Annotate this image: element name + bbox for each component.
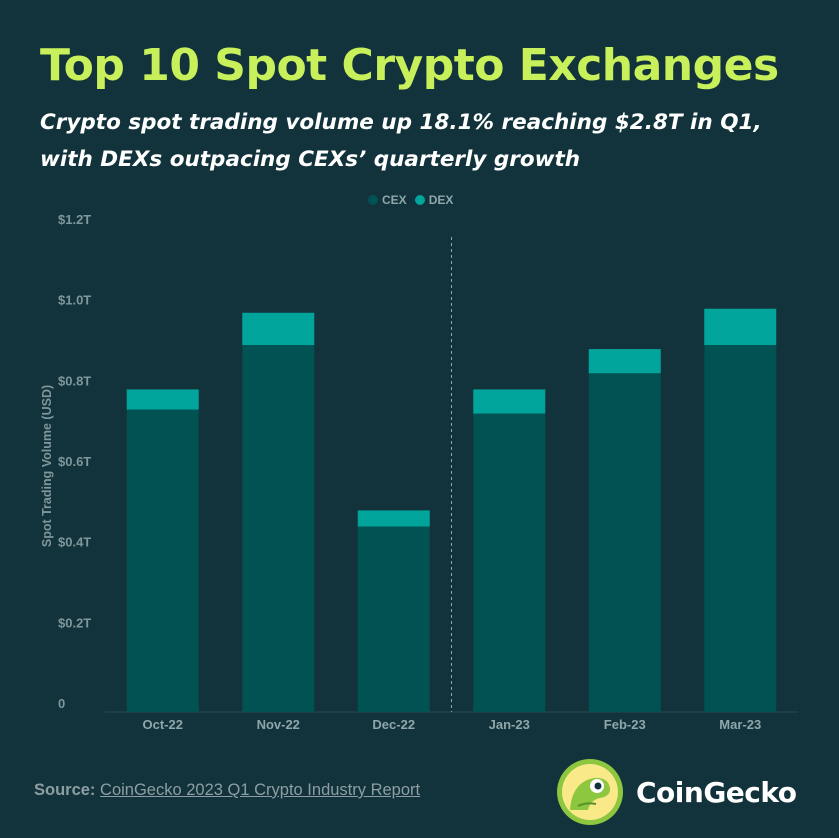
bar-cex [126, 409, 199, 712]
y-tick-label: $1.2T [58, 212, 91, 227]
bar-dex [242, 312, 315, 346]
legend-item-dex: DEX [414, 193, 454, 207]
bar-dex [588, 349, 661, 374]
bar-dex [357, 510, 430, 527]
chart-title: Top 10 Spot Crypto Exchanges [40, 40, 779, 91]
bar-dex [126, 389, 199, 410]
bar-cex [588, 373, 661, 712]
y-tick-label: $0.6T [58, 454, 91, 469]
legend-swatch-dex [414, 195, 425, 205]
bar-cex [704, 345, 777, 712]
legend-label-cex: CEX [382, 193, 407, 207]
gecko-logo-icon [557, 759, 623, 825]
bar-dex [473, 389, 546, 414]
y-tick-label: $0.8T [58, 373, 91, 388]
x-tick-label: Jan-23 [489, 717, 530, 732]
x-tick-label: Mar-23 [719, 717, 761, 732]
brand-name: CoinGecko [636, 775, 797, 809]
x-tick-label: Nov-22 [257, 717, 300, 732]
x-tick-label: Feb-23 [604, 717, 646, 732]
source-link[interactable]: CoinGecko 2023 Q1 Crypto Industry Report [100, 781, 421, 799]
brand-logo: CoinGecko [556, 758, 797, 826]
y-axis-title: Spot Trading Volume (USD) [40, 385, 54, 547]
bar-cex [473, 413, 546, 712]
y-tick-label: $0.4T [58, 535, 91, 550]
bar-dex [704, 308, 777, 346]
legend-item-cex: CEX [368, 193, 407, 207]
bar-cex [357, 526, 430, 712]
bar-cex [242, 345, 315, 712]
y-tick-label: $1.0T [58, 293, 91, 308]
y-tick-label: $0.2T [58, 615, 91, 630]
y-tick-label: 0 [58, 696, 65, 711]
stacked-bar-chart: 0 $0.2T $0.4T $0.6T $0.8T $1.0T $1.2T Spot Trad… [40, 212, 798, 732]
source-label: Source: [34, 781, 96, 799]
chart-subtitle: Crypto spot trading volume up 18.1% reac… [40, 110, 762, 172]
x-tick-label: Dec-22 [372, 717, 415, 732]
legend-swatch-cex [368, 195, 378, 205]
x-tick-label: Oct-22 [143, 717, 183, 732]
chart-legend: CEX DEX [368, 193, 453, 207]
legend-label-dex: DEX [428, 193, 454, 207]
source-note: Source: CoinGecko 2023 Q1 Crypto Industr… [34, 781, 420, 800]
